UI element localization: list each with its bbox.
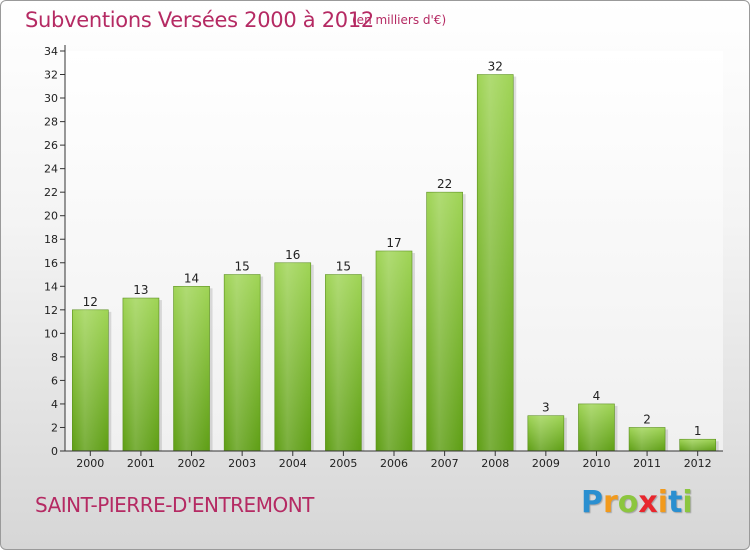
y-tick-label: 6 (51, 374, 58, 387)
data-label: 22 (437, 177, 452, 191)
data-label: 16 (285, 248, 300, 262)
x-tick-label: 2005 (329, 457, 357, 470)
data-label: 17 (386, 236, 401, 250)
chart-title: Subventions Versées 2000 à 2012 (25, 8, 374, 32)
x-tick-label: 2010 (582, 457, 610, 470)
data-label: 12 (83, 295, 98, 309)
y-tick-label: 12 (44, 304, 58, 317)
y-tick-label: 22 (44, 186, 58, 199)
bar-highlight (173, 286, 210, 451)
brand-logo-letter: t (668, 485, 683, 520)
bar-highlight (325, 274, 362, 451)
brand-logo-letter: o (617, 485, 639, 520)
y-tick-label: 30 (44, 92, 58, 105)
bar-highlight (224, 274, 261, 451)
bar-highlight (629, 427, 666, 451)
bar-highlight (679, 439, 716, 451)
y-tick-label: 14 (44, 280, 58, 293)
x-tick-label: 2004 (279, 457, 307, 470)
x-tick-label: 2006 (380, 457, 408, 470)
bar-highlight (527, 415, 564, 451)
data-label: 3 (542, 401, 550, 415)
x-tick-label: 2003 (228, 457, 256, 470)
data-label: 15 (336, 260, 351, 274)
x-tick-label: 2009 (532, 457, 560, 470)
bar-highlight (72, 309, 109, 451)
bar-highlight (426, 192, 463, 452)
y-tick-label: 16 (44, 257, 58, 270)
y-tick-label: 8 (51, 351, 58, 364)
brand-logo-letter: i (682, 485, 693, 520)
x-tick-label: 2008 (481, 457, 509, 470)
y-tick-label: 20 (44, 210, 58, 223)
brand-logo-letter: i (657, 485, 669, 520)
x-tick-label: 2000 (76, 457, 104, 470)
x-tick-label: 2002 (178, 457, 206, 470)
bar-highlight (122, 298, 159, 451)
y-tick-label: 18 (44, 233, 58, 246)
data-label: 14 (184, 271, 199, 285)
y-tick-label: 32 (44, 69, 58, 82)
x-tick-label: 2011 (633, 457, 661, 470)
data-label: 32 (488, 60, 503, 74)
data-label: 13 (133, 283, 148, 297)
commune-name: SAINT-PIERRE-D'ENTREMONT (35, 493, 314, 517)
bar-highlight (274, 262, 311, 451)
y-tick-label: 4 (51, 398, 58, 411)
bar-highlight (477, 74, 514, 451)
x-tick-label: 2001 (127, 457, 155, 470)
y-tick-label: 28 (44, 116, 58, 129)
y-tick-label: 26 (44, 139, 58, 152)
brand-logo-letter: P (581, 485, 603, 520)
data-label: 2 (643, 412, 651, 426)
x-tick-label: 2012 (684, 457, 712, 470)
y-tick-label: 10 (44, 327, 58, 340)
bar-highlight (376, 251, 412, 451)
y-tick-label: 24 (44, 163, 58, 176)
chart-unit: (en milliers d'€) (352, 13, 447, 27)
x-tick-label: 2007 (431, 457, 459, 470)
data-label: 1 (694, 424, 702, 438)
y-tick-label: 2 (51, 421, 58, 434)
data-label: 15 (235, 260, 250, 274)
brand-logo-letter: x (638, 485, 658, 520)
brand-logo-letter: r (603, 485, 618, 520)
brand-logo: Proxiti (581, 485, 693, 520)
data-label: 4 (593, 389, 601, 403)
y-tick-label: 0 (51, 445, 58, 458)
y-tick-label: 34 (44, 45, 58, 58)
bar-highlight (578, 403, 615, 451)
